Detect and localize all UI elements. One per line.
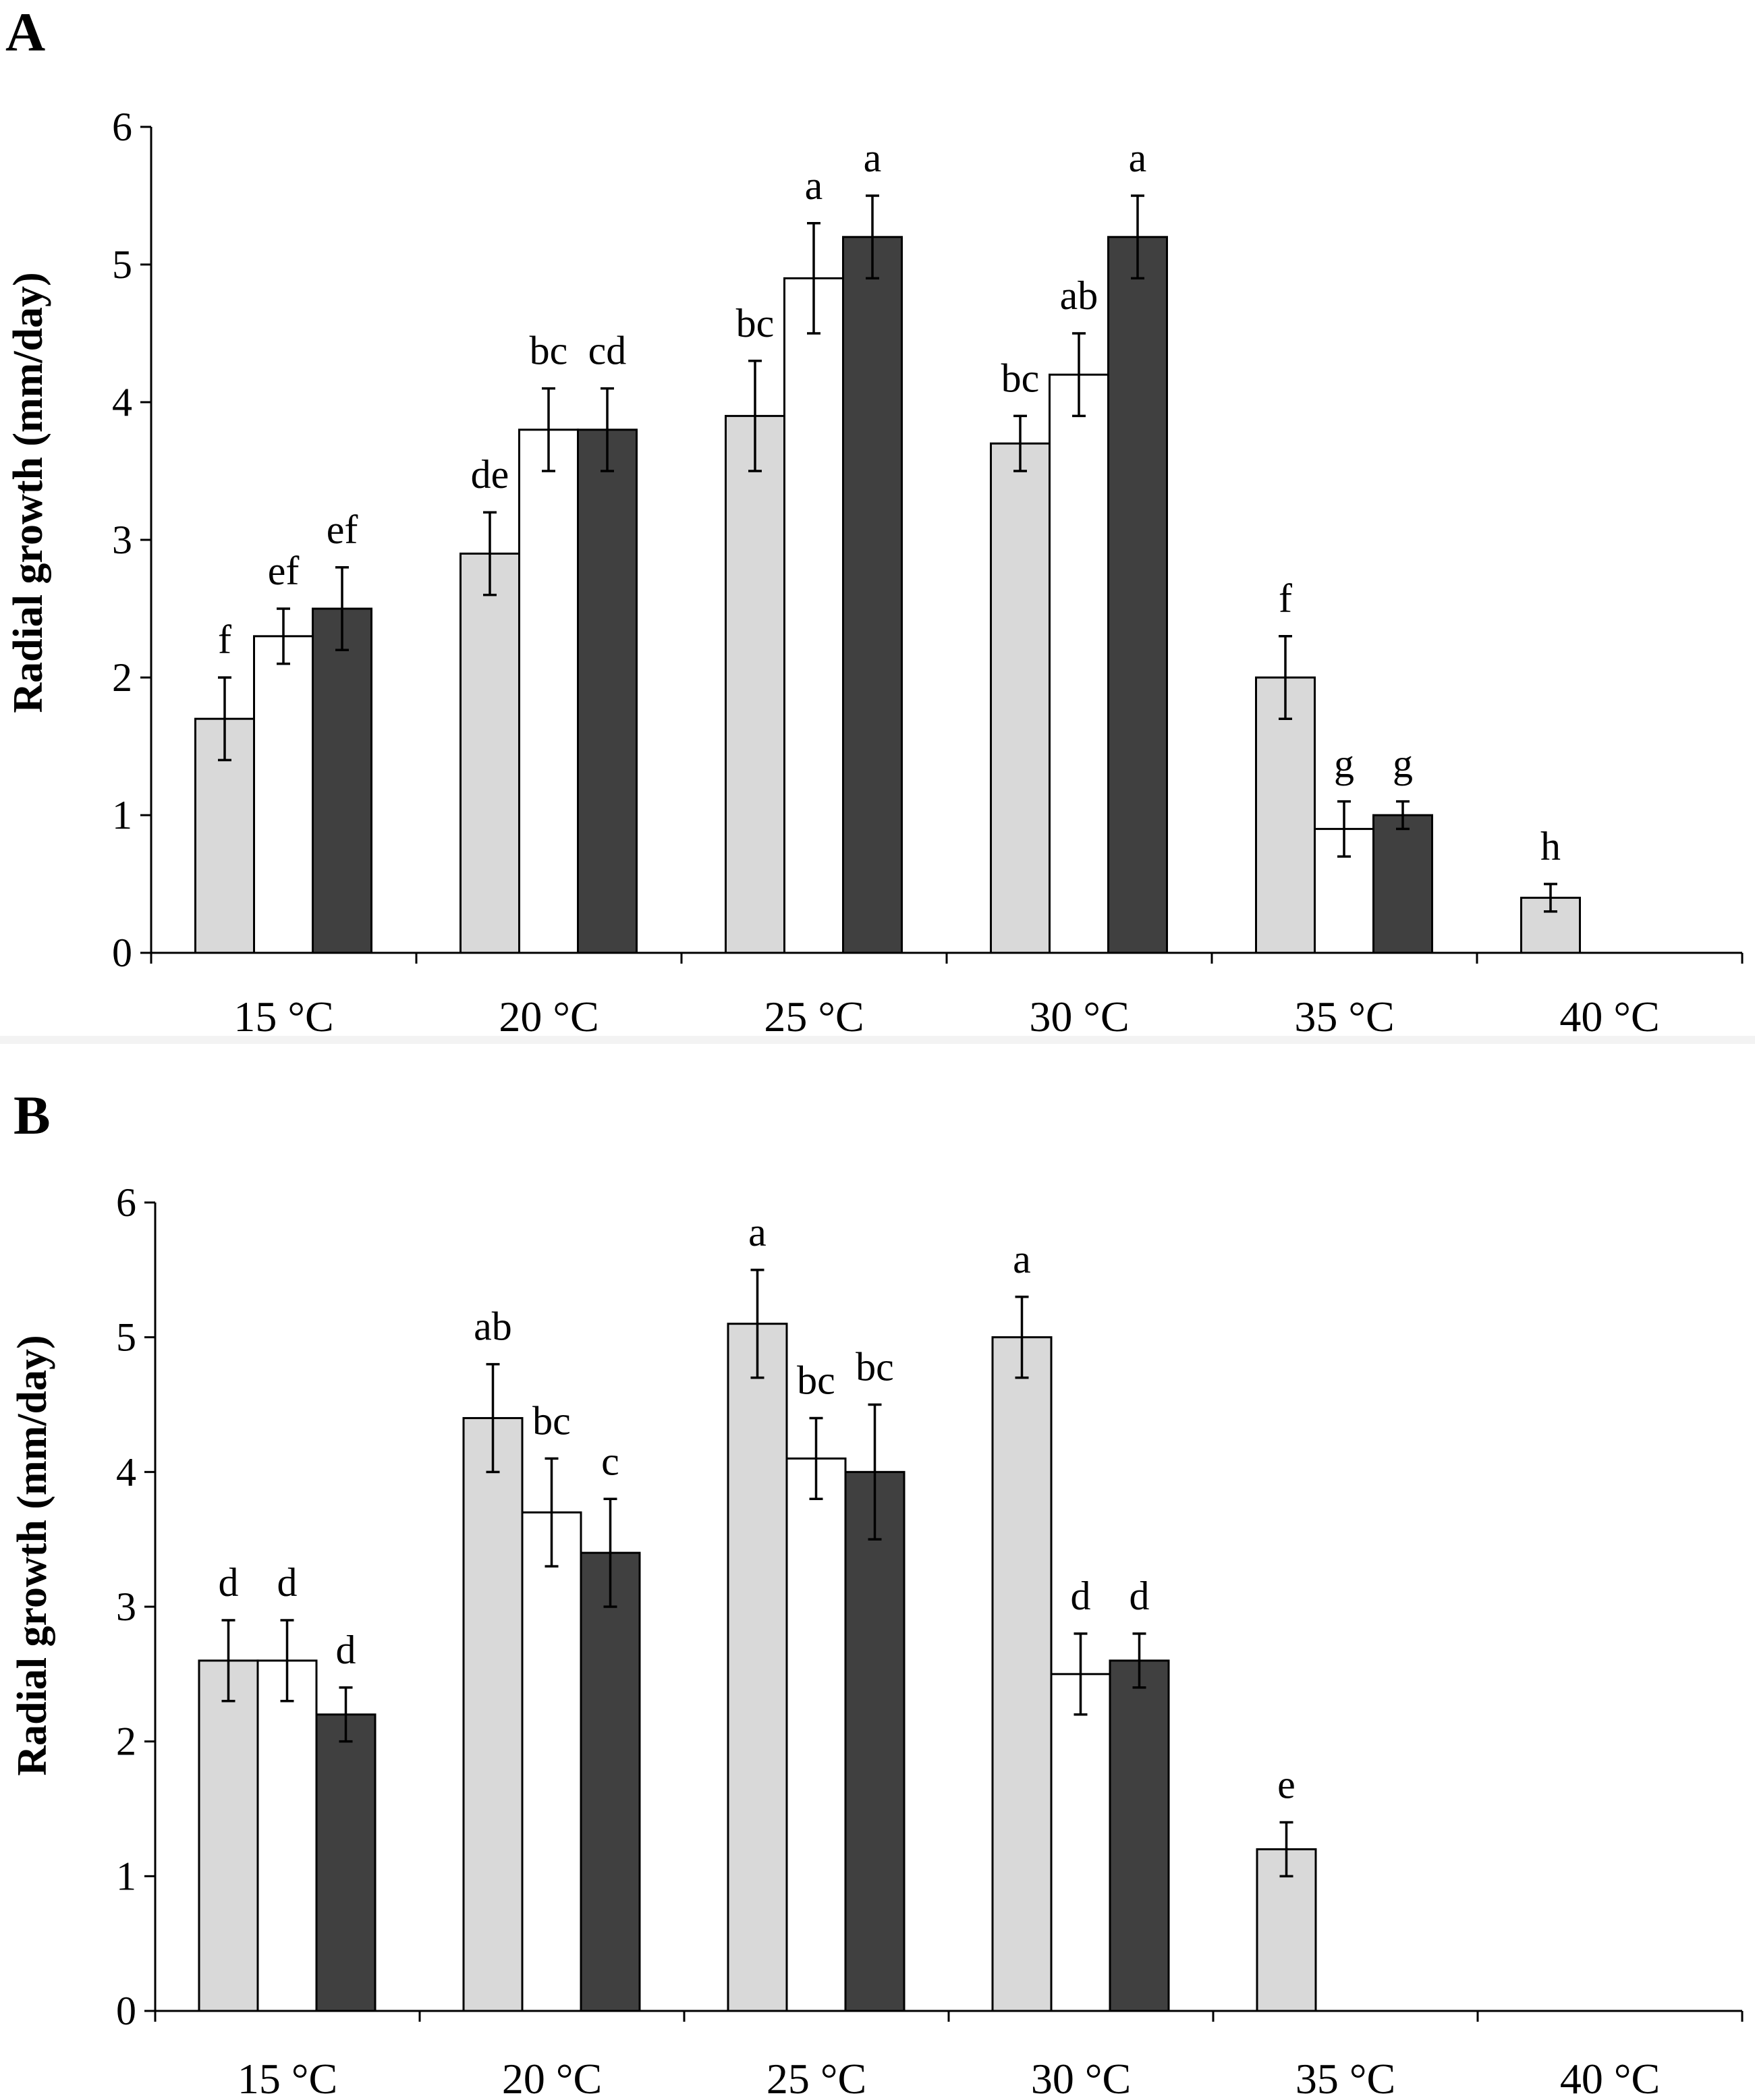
panel-b: B Radial growth (mm/day) 0 1 2 3 4 5 6 15 °C 20 … xyxy=(9,1084,1744,2100)
y-tick-label: 5 xyxy=(116,1315,136,1360)
bar xyxy=(1050,1673,1111,2012)
y-tick-label: 0 xyxy=(116,1989,136,2033)
bar xyxy=(727,1323,788,2012)
x-category-label: 25 °C xyxy=(764,993,864,1041)
significance-label: cd xyxy=(588,329,627,373)
y-tick-label: 3 xyxy=(116,1584,136,1629)
significance-label: a xyxy=(748,1210,767,1254)
bar xyxy=(521,1511,582,2012)
significance-label: f xyxy=(1279,576,1292,621)
significance-label: bc xyxy=(736,301,775,346)
x-category-label: 15 °C xyxy=(238,2055,337,2100)
significance-label: d xyxy=(336,1628,356,1672)
significance-label: c xyxy=(601,1439,619,1483)
x-category-label: 40 °C xyxy=(1559,993,1659,1041)
bar xyxy=(844,1470,906,2012)
significance-label: g xyxy=(1334,742,1354,786)
bar xyxy=(1107,236,1168,954)
significance-label: bc xyxy=(1001,356,1040,400)
bar xyxy=(1372,814,1433,954)
y-tick-label: 6 xyxy=(116,1180,136,1225)
bar xyxy=(785,1457,847,2012)
panel-letter-b: B xyxy=(13,1084,51,1146)
significance-label: ef xyxy=(327,507,358,552)
bar xyxy=(725,414,785,954)
significance-label: de xyxy=(471,452,509,497)
x-category-label: 15 °C xyxy=(233,993,333,1041)
bar xyxy=(312,607,372,954)
significance-label: d xyxy=(219,1560,239,1605)
significance-label: e xyxy=(1277,1762,1296,1806)
bar xyxy=(198,1659,259,2012)
bar xyxy=(315,1713,377,2012)
significance-label: bc xyxy=(532,1398,571,1443)
significance-label: ab xyxy=(474,1304,512,1349)
x-category-label: 30 °C xyxy=(1031,2055,1131,2100)
significance-label: bc xyxy=(797,1358,835,1402)
bar xyxy=(990,442,1051,954)
y-tick-label: 5 xyxy=(112,242,132,287)
y-tick-label: 3 xyxy=(112,518,132,562)
significance-label: a xyxy=(805,163,823,208)
bar xyxy=(842,236,903,954)
significance-label: a xyxy=(1013,1237,1031,1281)
bar xyxy=(462,1416,524,2012)
y-tick-label: 6 xyxy=(112,105,132,149)
significance-label: bc xyxy=(856,1345,894,1389)
bar xyxy=(577,429,638,954)
x-category-label: 30 °C xyxy=(1029,993,1129,1041)
bar xyxy=(518,429,579,954)
panel-letter-a: A xyxy=(5,1,45,63)
x-category-label: 40 °C xyxy=(1560,2055,1660,2100)
significance-label: bc xyxy=(530,329,568,373)
panel-separator xyxy=(0,1036,1755,1044)
significance-label: a xyxy=(1129,136,1147,180)
x-category-label: 20 °C xyxy=(502,2055,602,2100)
y-tick-label: 4 xyxy=(116,1449,136,1494)
panel-a: A Radial growth (mm/day) 0 1 2 3 4 5 6 15 °C 20 … xyxy=(5,1,1744,1041)
bar xyxy=(253,635,314,954)
bar xyxy=(991,1336,1053,2012)
bar xyxy=(580,1551,641,2012)
significance-label: a xyxy=(864,136,882,180)
x-category-label: 35 °C xyxy=(1294,993,1394,1041)
y-tick-label: 0 xyxy=(112,931,132,975)
y-tick-label: 2 xyxy=(112,655,132,700)
y-axis-label-a: Radial growth (mm/day) xyxy=(5,272,51,713)
y-tick-label: 2 xyxy=(116,1719,136,1764)
x-category-label: 25 °C xyxy=(767,2055,866,2100)
significance-label: ef xyxy=(268,549,300,593)
y-axis-label-b: Radial growth (mm/day) xyxy=(9,1335,55,1775)
x-category-label: 20 °C xyxy=(499,993,598,1041)
significance-label: d xyxy=(1071,1574,1091,1618)
significance-label: d xyxy=(1130,1574,1150,1618)
significance-label: ab xyxy=(1060,273,1098,318)
significance-label: g xyxy=(1393,742,1413,786)
bar xyxy=(1049,373,1109,954)
bar xyxy=(1109,1659,1170,2012)
y-tick-label: 1 xyxy=(112,793,132,837)
significance-label: h xyxy=(1540,824,1561,868)
y-tick-label: 4 xyxy=(112,380,132,424)
x-category-label: 35 °C xyxy=(1296,2055,1395,2100)
significance-label: d xyxy=(277,1560,298,1605)
bar xyxy=(459,552,520,954)
significance-label: f xyxy=(218,617,231,662)
y-tick-label: 1 xyxy=(116,1854,136,1898)
bar xyxy=(256,1659,318,2012)
bar xyxy=(783,277,844,954)
